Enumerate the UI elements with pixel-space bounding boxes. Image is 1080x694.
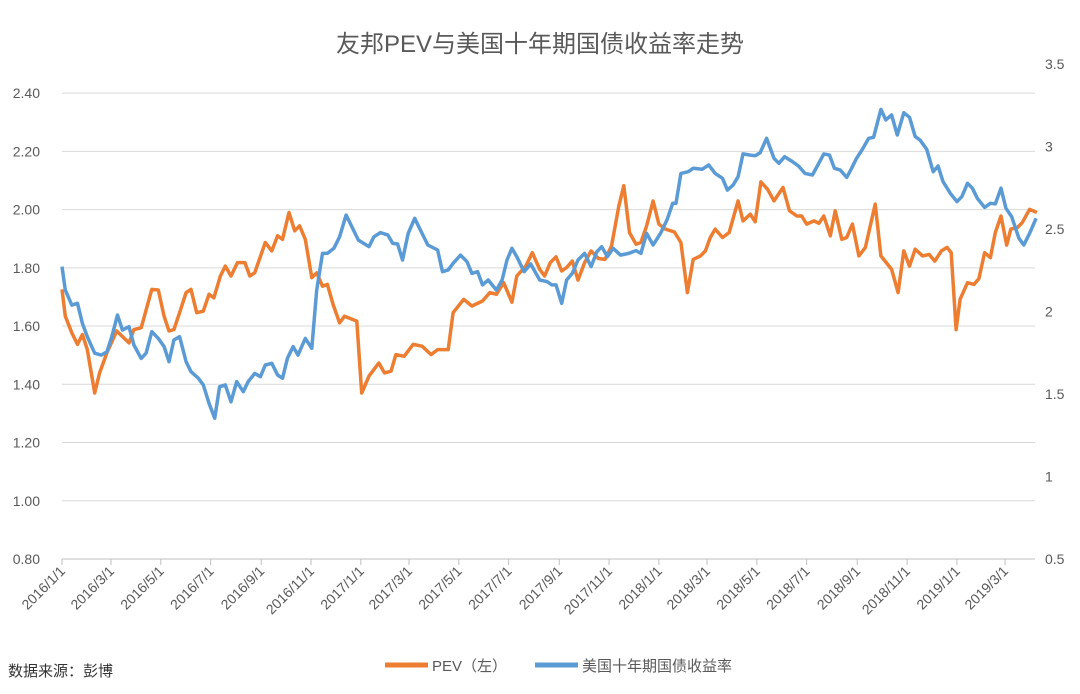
left-tick-label: 0.80 [13,551,40,567]
x-tick-label: 2018/9/1 [814,563,864,613]
x-tick-label: 2017/11/1 [561,563,616,618]
series-line-pev [60,180,1038,395]
left-tick-label: 1.60 [13,318,40,334]
x-tick-label: 2018/3/1 [663,563,713,613]
legend-label-yield: 美国十年期国债收益率 [582,658,732,675]
left-tick-label: 1.40 [13,376,40,392]
right-tick-label: 3 [1045,139,1053,155]
x-tick-label: 2019/1/1 [913,563,963,613]
left-tick-label: 2.00 [13,202,40,218]
source-note: 数据来源：彭博 [8,663,113,680]
left-tick-label: 1.80 [13,260,40,276]
x-tick-label: 2018/11/1 [859,563,914,618]
left-tick-label: 1.20 [13,435,40,451]
right-tick-label: 1 [1045,469,1053,485]
left-tick-label: 1.00 [13,493,40,509]
x-tick-label: 2016/7/1 [167,563,217,613]
gridlines [62,92,1035,560]
left-axis: 0.80 1.00 1.20 1.40 1.60 1.80 2.00 2.20 2.40 [13,85,40,567]
x-tick-label: 2018/7/1 [763,563,813,613]
x-tick-label: 2016/11/1 [263,563,318,618]
legend-label-pev: PEV（左） [432,658,507,675]
x-tick-label: 2017/5/1 [415,563,465,613]
x-tick-label: 2016/1/1 [18,563,68,613]
x-tick-label: 2017/3/1 [365,563,415,613]
x-tick-label: 2016/9/1 [217,563,267,613]
x-tick-label: 2017/9/1 [516,563,566,613]
x-tick-label: 2019/3/1 [961,563,1011,613]
x-tick-label: 2018/5/1 [713,563,763,613]
left-tick-label: 2.40 [13,85,40,101]
right-tick-label: 2 [1045,304,1053,320]
right-tick-label: 2.5 [1045,221,1065,237]
chart-title: 友邦PEV与美国十年期国债收益率走势 [336,31,744,58]
x-axis: 2016/1/1 2016/3/1 2016/5/1 2016/7/1 2016/9/1… [18,559,1011,617]
x-tick-label: 2018/1/1 [615,563,665,613]
left-tick-label: 2.20 [13,143,40,159]
right-tick-label: 0.5 [1045,551,1065,567]
right-axis: 0.5 1 1.5 2 2.5 3 3.5 [1045,56,1065,567]
series-line-us10y-yield [60,107,1038,421]
right-tick-label: 3.5 [1045,56,1065,72]
x-tick-label: 2017/7/1 [465,563,515,613]
x-tick-label: 2016/5/1 [117,563,167,613]
x-tick-label: 2016/3/1 [67,563,117,613]
legend: PEV（左） 美国十年期国债收益率 [385,658,732,675]
x-tick-label: 2017/1/1 [317,563,367,613]
series-lines [60,107,1038,421]
right-tick-label: 1.5 [1045,386,1065,402]
